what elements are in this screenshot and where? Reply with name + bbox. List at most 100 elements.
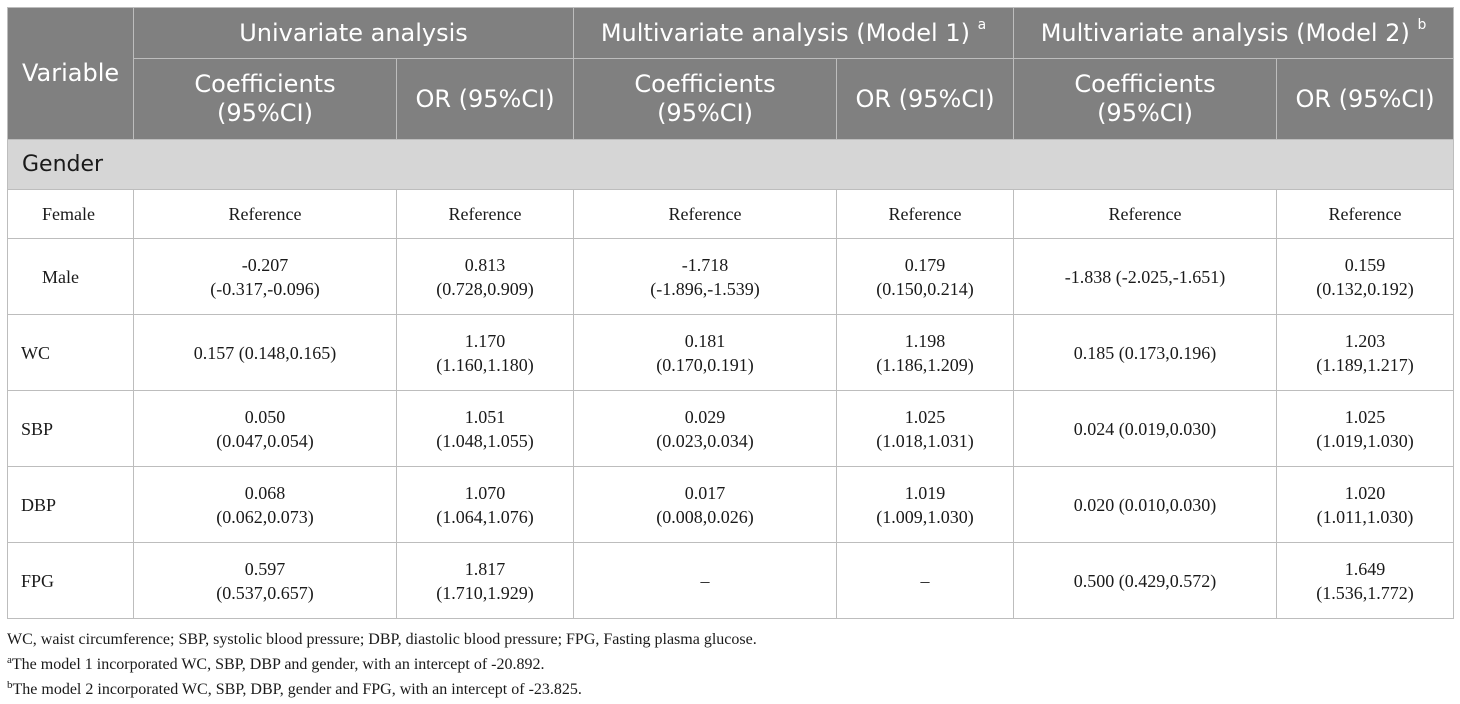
model1-or-cell: 1.025 (1.018,1.031)	[836, 390, 1015, 467]
row-label: SBP	[7, 390, 134, 467]
cell-ci: (-1.896,-1.539)	[650, 278, 760, 299]
group-footnote-mark: b	[1417, 16, 1427, 33]
cell-ci: (0.008,0.026)	[656, 506, 754, 527]
header-text: Coefficients	[194, 70, 336, 98]
header-text: Coefficients	[1074, 70, 1216, 98]
cell-value: Reference	[228, 204, 302, 224]
model2-or-cell: 1.020 (1.011,1.030)	[1276, 466, 1455, 543]
cell-ci: (0.062,0.073)	[216, 506, 314, 527]
cell-ci: (1.536,1.772)	[1316, 582, 1414, 603]
footnote-text: The model 2 incorporated WC, SBP, DBP, g…	[12, 681, 582, 698]
cell-value: 0.185 (0.173,0.196)	[1073, 342, 1217, 363]
model2-or-cell: 1.203 (1.189,1.217)	[1276, 314, 1455, 391]
model1-coefficient-cell: 0.181 (0.170,0.191)	[573, 314, 838, 391]
group-row-gender: Gender	[6, 139, 1455, 190]
cell-value: 0.500 (0.429,0.572)	[1073, 570, 1217, 591]
model2-or-cell: 1.649 (1.536,1.772)	[1276, 542, 1455, 619]
univariate-coefficient-cell: 0.597 (0.537,0.657)	[133, 542, 397, 619]
cell-ci: (1.011,1.030)	[1316, 506, 1414, 527]
cell-value: 0.181	[684, 330, 726, 351]
cell-ci: (0.047,0.054)	[216, 430, 314, 451]
cell-value: 1.051	[464, 406, 506, 427]
header-text: OR (95%CI)	[1295, 84, 1435, 113]
table-footnotes: WC, waist circumference; SBP, systolic b…	[7, 627, 1453, 702]
cell-value: Reference	[668, 204, 742, 224]
cell-value: –	[920, 570, 930, 591]
model1-coefficient-cell: -1.718 (-1.896,-1.539)	[573, 238, 838, 315]
regression-results-table: Variable Univariate analysis Multivariat…	[6, 7, 1455, 619]
coefficients-header: Coefficients (95%CI)	[573, 58, 838, 140]
variable-header: Variable	[7, 7, 134, 140]
results-table-container: Variable Univariate analysis Multivariat…	[6, 7, 1455, 619]
model2-or-cell: Reference	[1276, 189, 1455, 239]
header-text: (95%CI)	[217, 99, 313, 127]
table-row: Male -0.207 (-0.317,-0.096) 0.813 (0.728,0.9…	[7, 238, 1455, 315]
cell-ci: (1.019,1.030)	[1316, 430, 1414, 451]
or-header: OR (95%CI)	[836, 58, 1015, 140]
cell-value: Reference	[888, 204, 962, 224]
cell-value: 1.203	[1344, 330, 1386, 351]
model1-coefficient-cell: 0.017 (0.008,0.026)	[573, 466, 838, 543]
cell-value: 0.020 (0.010,0.030)	[1073, 494, 1217, 515]
subheader-row: Coefficients (95%CI) OR (95%CI) Coefficient…	[8, 58, 1455, 140]
group-label: Gender	[6, 139, 1455, 190]
cell-ci: (1.710,1.929)	[436, 582, 534, 603]
row-label: Female	[7, 189, 134, 239]
univariate-coefficient-cell: -0.207 (-0.317,-0.096)	[133, 238, 397, 315]
cell-value: 0.017	[684, 482, 726, 503]
cell-value: Reference	[1108, 204, 1182, 224]
model2-or-cell: 1.025 (1.019,1.030)	[1276, 390, 1455, 467]
footnote-a: aThe model 1 incorporated WC, SBP, DBP a…	[7, 652, 1453, 677]
model2-group-header: Multivariate analysis (Model 2) b	[1013, 7, 1455, 59]
model1-or-cell: 0.179 (0.150,0.214)	[836, 238, 1015, 315]
cell-value: 0.597	[244, 558, 286, 579]
group-title: Multivariate analysis (Model 2)	[1040, 18, 1410, 47]
coefficients-header: Coefficients (95%CI)	[1013, 58, 1278, 140]
cell-value: 0.159	[1344, 254, 1386, 275]
table-row: SBP 0.050 (0.047,0.054) 1.051 (1.048,1.055) 0…	[7, 390, 1455, 467]
cell-ci: (0.537,0.657)	[216, 582, 314, 603]
univariate-coefficient-cell: Reference	[133, 189, 397, 239]
univariate-or-cell: 1.070 (1.064,1.076)	[395, 466, 575, 543]
cell-ci: (1.189,1.217)	[1316, 354, 1414, 375]
cell-ci: (0.170,0.191)	[656, 354, 754, 375]
cell-ci: (0.132,0.192)	[1316, 278, 1414, 299]
model2-coefficient-cell: 0.185 (0.173,0.196)	[1013, 314, 1278, 391]
univariate-or-cell: 1.051 (1.048,1.055)	[395, 390, 575, 467]
model1-or-cell: 1.198 (1.186,1.209)	[836, 314, 1015, 391]
cell-value: 1.025	[904, 406, 946, 427]
header-text: OR (95%CI)	[415, 84, 555, 113]
header-text: (95%CI)	[657, 99, 753, 127]
model1-or-cell: –	[836, 542, 1015, 619]
or-header: OR (95%CI)	[1276, 58, 1455, 140]
cell-value: 1.070	[464, 482, 506, 503]
model2-coefficient-cell: 0.500 (0.429,0.572)	[1013, 542, 1278, 619]
cell-ci: (1.018,1.031)	[876, 430, 974, 451]
or-header: OR (95%CI)	[395, 58, 575, 140]
model2-or-cell: 0.159 (0.132,0.192)	[1276, 238, 1455, 315]
cell-value: 1.019	[904, 482, 946, 503]
cell-ci: (-0.317,-0.096)	[210, 278, 320, 299]
model1-or-cell: 1.019 (1.009,1.030)	[836, 466, 1015, 543]
cell-ci: (1.064,1.076)	[436, 506, 534, 527]
table-header: Variable Univariate analysis Multivariat…	[7, 7, 1455, 140]
cell-value: -1.718	[681, 254, 729, 275]
table-row: DBP 0.068 (0.062,0.073) 1.070 (1.064,1.076) 0…	[7, 466, 1455, 543]
cell-value: 0.157 (0.148,0.165)	[193, 342, 337, 363]
row-label: FPG	[7, 542, 134, 619]
cell-value: 0.813	[464, 254, 506, 275]
cell-ci: (1.160,1.180)	[436, 354, 534, 375]
group-title: Multivariate analysis (Model 1)	[600, 18, 970, 47]
univariate-or-cell: 1.170 (1.160,1.180)	[395, 314, 575, 391]
cell-value: Reference	[448, 204, 522, 224]
cell-ci: (1.009,1.030)	[876, 506, 974, 527]
group-title: Univariate analysis	[239, 18, 468, 47]
cell-value: 1.025	[1344, 406, 1386, 427]
table-row: WC 0.157 (0.148,0.165) 1.170 (1.160,1.180) 0…	[7, 314, 1455, 391]
cell-ci: (0.728,0.909)	[436, 278, 534, 299]
group-footnote-mark: a	[977, 16, 987, 33]
cell-value: 0.050	[244, 406, 286, 427]
cell-value: 1.649	[1344, 558, 1386, 579]
cell-value: Reference	[1328, 204, 1402, 224]
univariate-coefficient-cell: 0.050 (0.047,0.054)	[133, 390, 397, 467]
